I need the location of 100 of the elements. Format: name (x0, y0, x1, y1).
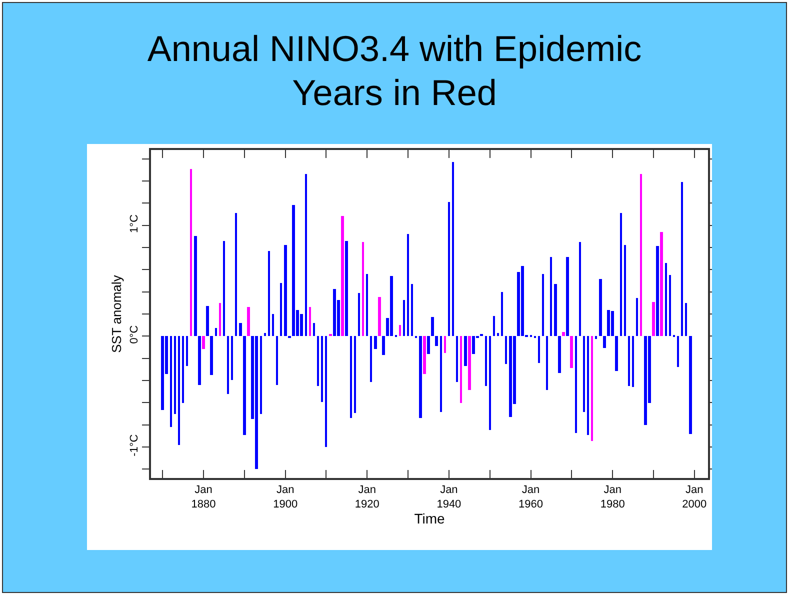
x-tick-label: Jan 2000 (682, 484, 707, 510)
bar (194, 236, 197, 336)
bar (239, 323, 242, 336)
bar (628, 336, 630, 386)
x-tick-label: Jan 1900 (273, 484, 298, 510)
bar (689, 336, 692, 434)
bar (677, 336, 679, 367)
bar (489, 336, 491, 430)
bar (354, 336, 356, 413)
bar (607, 310, 610, 336)
bar (407, 234, 409, 336)
bar (497, 333, 499, 336)
bar (411, 284, 413, 336)
bar (190, 169, 192, 336)
bar (448, 202, 450, 336)
bar (198, 336, 201, 385)
bar (210, 336, 213, 375)
x-tick-label: Jan 1980 (600, 484, 625, 510)
bar (452, 162, 454, 336)
bar (603, 336, 606, 348)
bar (202, 336, 205, 349)
bar (268, 251, 270, 336)
bar (276, 336, 278, 385)
bar (611, 311, 614, 336)
bar (260, 336, 262, 414)
bar (570, 336, 573, 368)
bar (247, 307, 250, 336)
bar (403, 300, 405, 336)
bar (665, 263, 667, 336)
x-axis-title: Time (414, 510, 446, 526)
bar (640, 174, 642, 336)
y-tick-label: 0°C (128, 325, 141, 344)
bar (464, 336, 467, 366)
bar (370, 336, 372, 382)
bar (321, 336, 323, 402)
bar (427, 336, 430, 354)
bar (419, 336, 422, 418)
x-tick-label: Jan 1880 (191, 484, 216, 510)
bar (681, 182, 683, 336)
bar (669, 275, 671, 336)
bar (206, 306, 209, 336)
y-axis-title: SST anomaly (109, 274, 124, 353)
x-tick-label: Jan 1940 (436, 484, 462, 510)
bar (558, 336, 561, 373)
bar (280, 283, 282, 336)
bar (215, 328, 217, 336)
bar (272, 314, 274, 336)
bar (243, 336, 246, 435)
bar (615, 336, 618, 371)
bar (624, 245, 626, 336)
bar (255, 336, 258, 469)
x-tick-label: Jan 1920 (354, 484, 380, 510)
bar (538, 336, 540, 363)
bar (587, 336, 589, 435)
bar (350, 336, 352, 418)
bar (444, 336, 446, 353)
bar (505, 336, 507, 364)
bar (264, 333, 266, 336)
bar (509, 336, 512, 417)
bar (305, 174, 307, 336)
bar (440, 336, 442, 412)
bar (235, 213, 237, 336)
bar (521, 266, 524, 336)
bar (178, 336, 180, 445)
bar (186, 336, 188, 366)
y-tick-label: 1°C (128, 214, 141, 233)
bar (358, 293, 360, 336)
x-tick-label: Jan 1960 (518, 484, 543, 510)
bar (309, 307, 311, 336)
bar (468, 336, 471, 390)
bar (382, 336, 385, 355)
bar (325, 336, 327, 447)
bar (341, 216, 344, 336)
bar (644, 336, 647, 425)
bar (366, 274, 368, 336)
bar (399, 325, 401, 336)
bar (231, 336, 233, 380)
bar (223, 241, 225, 336)
bar (345, 241, 348, 336)
bar (219, 303, 221, 336)
bar (550, 257, 552, 336)
y-tick-label: -1°C (128, 434, 141, 456)
bar (595, 336, 597, 339)
chart-title: Annual NINO3.4 with Epidemic Years in Red (146, 27, 643, 115)
bar (652, 302, 655, 336)
bar (546, 336, 548, 390)
bar (423, 336, 426, 374)
bar (292, 205, 295, 336)
bar (435, 336, 438, 346)
bar (562, 332, 565, 336)
bar (485, 336, 487, 386)
bar (575, 336, 577, 433)
bar (656, 246, 659, 336)
bar (660, 232, 663, 336)
bar (390, 276, 393, 336)
bar (313, 323, 315, 336)
bar (632, 336, 634, 387)
bar (182, 336, 184, 403)
bar (579, 242, 581, 336)
bar (566, 257, 569, 336)
